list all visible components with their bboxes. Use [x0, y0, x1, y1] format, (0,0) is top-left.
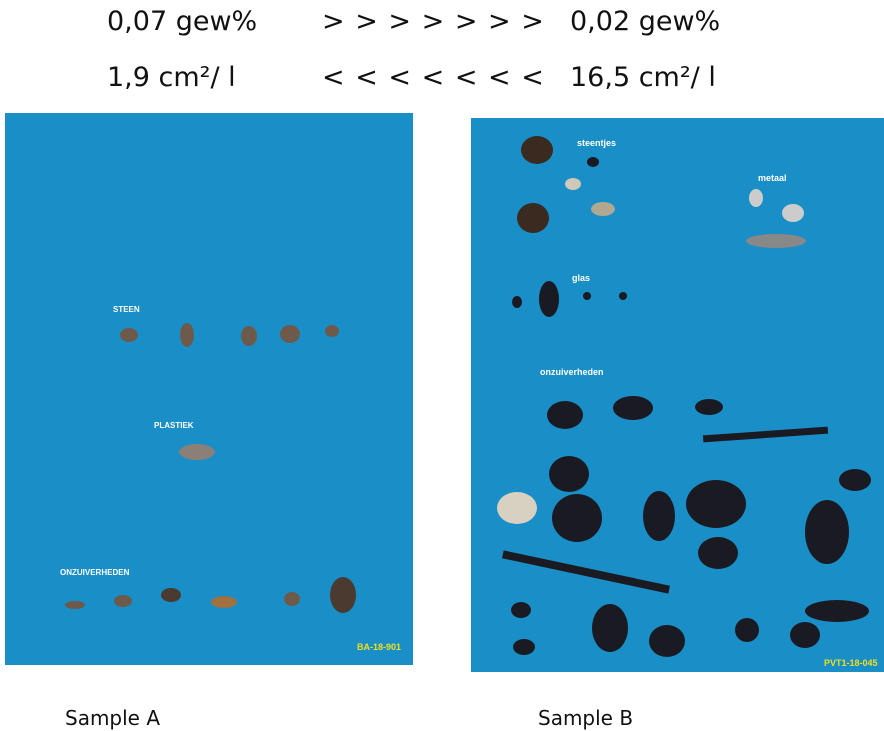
value-text: 16,5 cm²/ l	[570, 62, 716, 93]
arrow-text: < < < < < < <	[322, 62, 545, 93]
caption: Sample A	[65, 706, 160, 730]
sample-b-photo: steentjes metaal glas onzuiverheden PVT1…	[471, 118, 884, 672]
background	[471, 118, 884, 672]
code: BA-18-901	[357, 642, 401, 652]
sample-a-photo: STEEN PLASTIEK ONZUIVERHEDEN BA-18-901	[5, 113, 413, 665]
page: 0,07 gew% > > > > > > > 0,02 gew% 1,9 cm…	[0, 0, 884, 731]
label: steentjes	[577, 138, 616, 148]
arrow-text: > > > > > > >	[322, 6, 545, 37]
value-text: 0,02 gew%	[570, 6, 720, 37]
label: PLASTIEK	[154, 421, 194, 430]
label: STEEN	[113, 305, 140, 314]
label: glas	[572, 273, 590, 283]
label: metaal	[758, 173, 787, 183]
value-text: 1,9 cm²/ l	[107, 62, 236, 93]
caption: Sample B	[538, 706, 633, 730]
label: onzuiverheden	[540, 367, 604, 377]
value-text: 0,07 gew%	[107, 6, 257, 37]
code: PVT1-18-045	[824, 658, 878, 668]
label: ONZUIVERHEDEN	[60, 568, 130, 577]
